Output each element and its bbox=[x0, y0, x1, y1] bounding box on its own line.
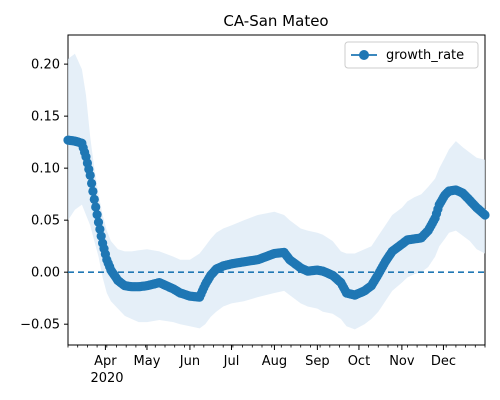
growth-rate-point bbox=[89, 194, 99, 204]
legend-box bbox=[344, 41, 479, 69]
chart-title: CA-San Mateo bbox=[223, 12, 328, 30]
y-axis: −0.05 0.00 0.05 0.10 0.15 0.20 bbox=[20, 58, 68, 333]
x-tick-label: Apr bbox=[94, 354, 117, 369]
x-tick-label: Oct bbox=[348, 354, 370, 369]
x-tick-label: Sep bbox=[305, 354, 330, 369]
confidence-band bbox=[68, 53, 485, 330]
y-tick-label: 0.15 bbox=[31, 110, 60, 125]
x-tick-label: Nov bbox=[389, 354, 415, 369]
growth-rate-point bbox=[96, 231, 106, 241]
growth-rate-point bbox=[93, 217, 104, 227]
y-tick-label: 0.20 bbox=[31, 58, 60, 73]
growth-rate-point bbox=[88, 186, 98, 196]
confidence-band-layer bbox=[68, 53, 485, 330]
growth-rate-point bbox=[87, 178, 97, 188]
growth-rate-point bbox=[85, 170, 95, 180]
legend: growth_rate bbox=[344, 41, 479, 69]
x-tick-label: Dec bbox=[431, 354, 456, 369]
series-points-layer bbox=[63, 135, 490, 302]
growth-rate-point bbox=[480, 210, 490, 220]
x-year-label: 2020 bbox=[90, 371, 123, 386]
x-tick-label: Jul bbox=[223, 354, 240, 369]
legend-label-growth-rate: growth_rate bbox=[386, 48, 464, 63]
x-tick-label: May bbox=[134, 354, 161, 369]
y-tick-label: −0.05 bbox=[20, 318, 60, 333]
legend-point-marker bbox=[359, 50, 369, 60]
growth-rate-point bbox=[92, 210, 102, 220]
y-tick-label: 0.10 bbox=[31, 162, 60, 177]
x-tick-label: Aug bbox=[262, 354, 287, 369]
growth-rate-point bbox=[91, 202, 101, 212]
y-tick-label: 0.00 bbox=[31, 266, 60, 281]
y-tick-label: 0.05 bbox=[31, 214, 60, 229]
x-tick-label: Jun bbox=[179, 354, 200, 369]
x-axis: Apr May Jun Jul Aug Sep Oct Nov Dec bbox=[67, 345, 486, 369]
growth-rate-point bbox=[95, 224, 105, 234]
